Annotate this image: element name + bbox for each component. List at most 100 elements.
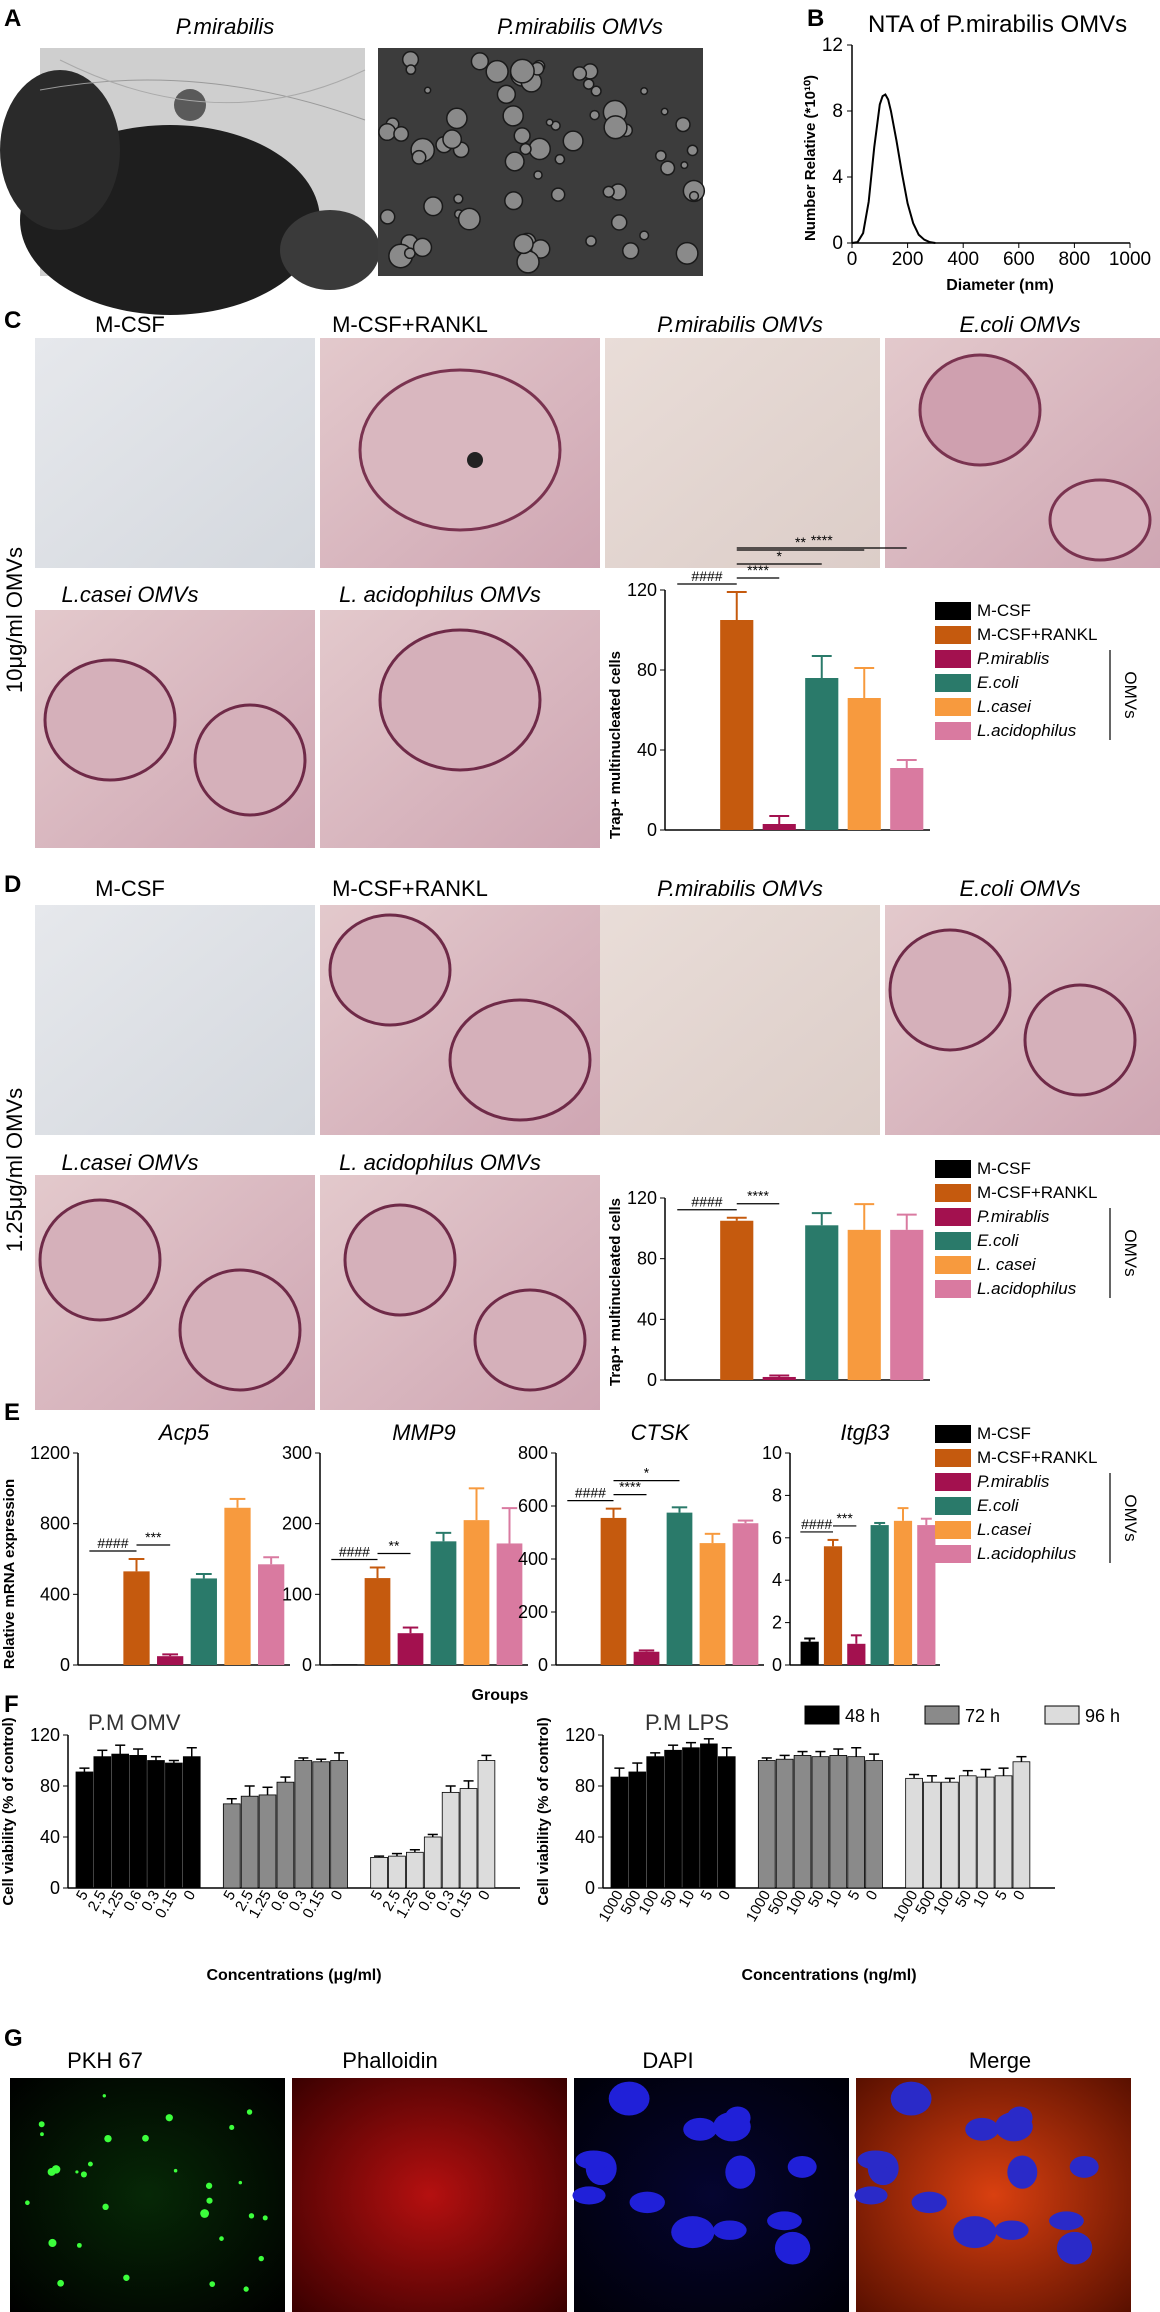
f-bar bbox=[111, 1753, 130, 1889]
pkh67-signal bbox=[200, 2209, 209, 2218]
merge-nucleus bbox=[965, 2117, 999, 2141]
g-label-dapi: DAPI bbox=[642, 2048, 693, 2073]
f-bar bbox=[610, 1776, 629, 1889]
nta-x-tick-label: 400 bbox=[947, 249, 979, 270]
f-y-tick-label: 40 bbox=[40, 1827, 60, 1847]
d-label-lcasei-omvs: L.casei OMVs bbox=[62, 1150, 199, 1175]
merge-nucleus bbox=[953, 2216, 997, 2249]
dapi-nucleus bbox=[725, 2155, 756, 2189]
bar bbox=[258, 1564, 285, 1665]
omv-vesicle bbox=[516, 250, 540, 274]
bar bbox=[890, 768, 924, 830]
y-tick-label: 600 bbox=[518, 1496, 548, 1516]
legend-label: L. casei bbox=[977, 1255, 1037, 1274]
omv-vesicle bbox=[582, 78, 595, 90]
omv-vesicle bbox=[509, 58, 535, 84]
f-x-tick-label: 50 bbox=[952, 1888, 975, 1911]
f-bar bbox=[717, 1756, 736, 1889]
tem-image-bacteria bbox=[0, 48, 380, 315]
nta-y-tick-label: 4 bbox=[832, 167, 843, 188]
e-chart-title: Acp5 bbox=[157, 1420, 210, 1445]
legend-label: M-CSF bbox=[977, 601, 1031, 620]
significance-label: **** bbox=[747, 562, 769, 578]
pkh67-signal bbox=[248, 2213, 255, 2219]
nta-x-tick-label: 200 bbox=[892, 249, 924, 270]
f-bar bbox=[258, 1794, 277, 1889]
pkh67-signal bbox=[40, 2132, 44, 2137]
merge-nucleus bbox=[911, 2191, 947, 2214]
significance-label: **** bbox=[619, 1479, 641, 1495]
c-label-pm-omvs: P.mirabilis OMVs bbox=[657, 312, 823, 337]
f-bar bbox=[477, 1760, 496, 1889]
pkh67-signal bbox=[57, 2279, 64, 2287]
panel-letter-b: B bbox=[807, 5, 824, 32]
dapi-nucleus bbox=[713, 2112, 751, 2142]
dapi-nucleus bbox=[608, 2081, 650, 2116]
f-x-tick-label: 50 bbox=[657, 1888, 680, 1911]
omv-vesicle bbox=[590, 85, 602, 97]
bar bbox=[720, 620, 754, 830]
panel-letter-a: A bbox=[4, 5, 21, 32]
f-legend-label: 72 h bbox=[965, 1706, 1000, 1726]
legend-swatch bbox=[935, 1545, 971, 1563]
f-bar bbox=[182, 1756, 201, 1889]
f-legend-label: 48 h bbox=[845, 1706, 880, 1726]
d-micrograph-ecoli-omvs bbox=[885, 905, 1160, 1135]
omv-vesicle bbox=[589, 109, 600, 121]
legend-label: L.casei bbox=[977, 697, 1032, 716]
e-chart-2: CTSK 0 200 400 600 800 #### ***** bbox=[518, 1420, 764, 1675]
f-chart-title: P.M OMV bbox=[88, 1710, 181, 1735]
f-x-tick-label: 5 bbox=[697, 1888, 716, 1904]
f-legend-swatch bbox=[1044, 1705, 1080, 1725]
f-y-tick-label: 120 bbox=[565, 1725, 595, 1745]
bar bbox=[364, 1578, 391, 1665]
dapi-nucleus bbox=[683, 2117, 717, 2141]
y-tick-label: 0 bbox=[538, 1655, 548, 1675]
merge-nucleus bbox=[1056, 2231, 1093, 2265]
f-xlabel: Concentrations (μg/ml) bbox=[206, 1967, 381, 1984]
merge-nucleus bbox=[890, 2081, 932, 2116]
bar bbox=[496, 1543, 523, 1665]
f-x-tick-label: 10 bbox=[823, 1888, 846, 1911]
bar bbox=[762, 824, 796, 830]
y-tick-label: 0 bbox=[60, 1655, 70, 1675]
dapi-nucleus bbox=[629, 2191, 665, 2214]
f-bar bbox=[93, 1756, 112, 1889]
pkh67-signal bbox=[209, 2281, 216, 2288]
y-tick-label: 8 bbox=[772, 1485, 782, 1505]
pkh67-signal bbox=[104, 2134, 112, 2143]
legend-label: E.coli bbox=[977, 673, 1020, 692]
nta-y-tick-label: 8 bbox=[832, 101, 843, 122]
pkh67-signal bbox=[246, 2109, 253, 2115]
y-tick-label: 200 bbox=[282, 1514, 312, 1534]
c-micrograph-lcasei-omvs bbox=[35, 610, 315, 848]
merge-nucleus bbox=[994, 2220, 1029, 2240]
f-viability-charts: 48 h 72 h 96 h P.M OMV Cell viability (% of … bbox=[0, 1705, 1120, 1984]
pkh67-signal bbox=[219, 2236, 224, 2241]
f-bar bbox=[700, 1743, 718, 1889]
bar bbox=[805, 1225, 839, 1380]
bar bbox=[823, 1546, 843, 1665]
pkh67-signal bbox=[142, 2134, 149, 2142]
omv-vesicle bbox=[660, 107, 669, 116]
f-bar bbox=[811, 1756, 830, 1889]
f-legend-swatch bbox=[924, 1705, 960, 1725]
omv-vesicle bbox=[405, 64, 417, 76]
omv-vesicle bbox=[412, 237, 433, 258]
legend-swatch bbox=[935, 698, 971, 716]
f-bar bbox=[129, 1755, 147, 1889]
f-y-tick-label: 0 bbox=[50, 1878, 60, 1898]
g-image-pkh67 bbox=[10, 2078, 285, 2312]
e-xlabel: Groups bbox=[472, 1687, 529, 1704]
legend-swatch bbox=[935, 1256, 971, 1274]
d-micrograph-pm-omvs bbox=[600, 905, 880, 1135]
bar bbox=[847, 698, 881, 830]
f-x-tick-label: 0 bbox=[328, 1888, 347, 1904]
significance-label: #### bbox=[801, 1516, 832, 1532]
f-bar bbox=[276, 1781, 295, 1889]
e-ylabel: Relative mRNA expression bbox=[1, 1479, 18, 1669]
f-bar bbox=[847, 1756, 866, 1889]
legend-label: M-CSF+RANKL bbox=[977, 625, 1097, 644]
omv-vesicle bbox=[378, 122, 397, 142]
significance-label: **** bbox=[747, 1188, 769, 1204]
